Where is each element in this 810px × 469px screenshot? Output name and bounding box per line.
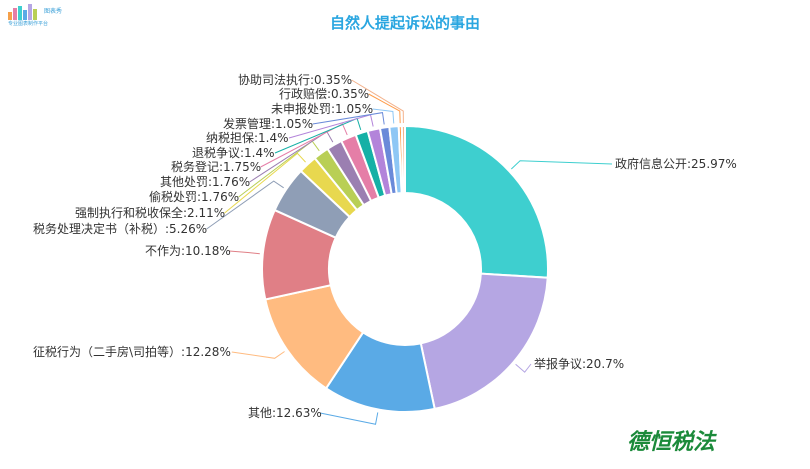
leader-line	[224, 152, 306, 214]
slice-label: 税务登记:1.75%	[171, 159, 261, 174]
slice-label: 税务处理决定书（补税）:5.26%	[33, 221, 207, 236]
slice-label: 举报争议:20.7%	[534, 356, 624, 371]
leader-line	[351, 79, 404, 124]
leader-line	[510, 160, 613, 170]
leader-line	[229, 250, 260, 255]
leader-line	[260, 123, 348, 168]
slice-label: 退税争议:1.4%	[192, 146, 275, 160]
watermark: 德恒税法	[626, 429, 715, 455]
donut-slice[interactable]	[419, 272, 549, 411]
slice-label: 征税行为（二手房\司拍等）:12.28%	[33, 344, 231, 359]
slice-label: 偷税处罚:1.76%	[149, 189, 239, 204]
leader-line	[372, 108, 395, 124]
slice-label: 协助司法执行:0.35%	[238, 72, 352, 87]
slice-label: 强制执行和税收保全:2.11%	[75, 205, 225, 220]
logo-name: 图表秀	[44, 8, 63, 15]
logo-bars-icon	[8, 4, 37, 20]
donut-slice[interactable]	[404, 124, 549, 279]
slice-label: 其他:12.63%	[248, 406, 322, 420]
slice-label: 发票管理:1.05%	[223, 116, 313, 131]
leader-line	[312, 112, 385, 125]
donut-slice[interactable]	[400, 124, 406, 195]
slice-label: 其他处罚:1.76%	[160, 175, 250, 189]
slice-label: 未申报处罚:1.05%	[271, 101, 373, 116]
slice-label: 不作为:10.18%	[145, 244, 231, 258]
slice-label: 纳税担保:1.4%	[206, 131, 289, 145]
chart-title: 自然人提起诉讼的事由	[329, 14, 480, 32]
slice-label: 政府信息公开:25.97%	[615, 156, 737, 171]
logo-tagline: 专业图表制作平台	[8, 21, 49, 27]
leader-line	[231, 351, 285, 359]
slice-label: 行政赔偿:0.35%	[279, 86, 369, 101]
leader-line	[515, 363, 532, 373]
leader-line	[206, 180, 284, 230]
leader-line	[320, 412, 379, 425]
leader-line	[368, 93, 401, 124]
logo: 图表秀 专业图表制作平台	[8, 4, 88, 30]
